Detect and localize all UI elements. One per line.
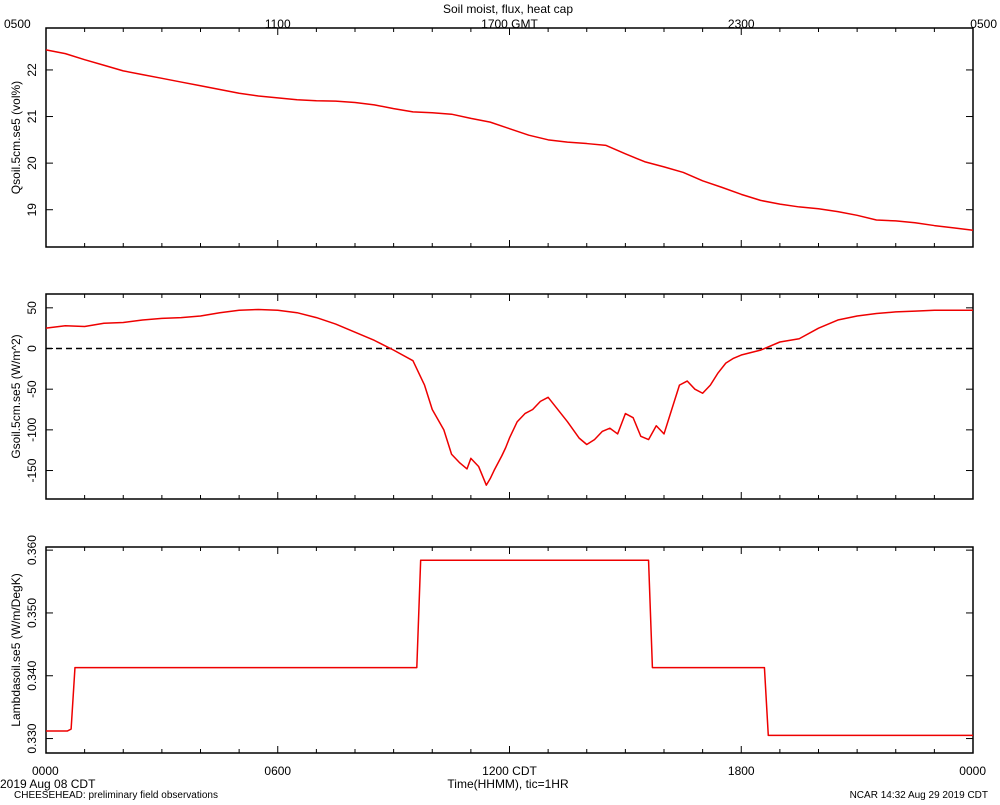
panel-frame bbox=[45, 546, 974, 754]
bottom-tick-label: 1800 bbox=[728, 764, 755, 778]
y-tick-label: -100 bbox=[25, 418, 39, 442]
bottom-axis-cdt: 0000 0600 1200 CDT 1800 0000 bbox=[32, 764, 986, 778]
y-tick-label: 19 bbox=[25, 203, 39, 217]
series-line bbox=[45, 49, 974, 231]
bottom-tick-label: 1200 CDT bbox=[482, 764, 537, 778]
series-line bbox=[45, 308, 973, 486]
bottom-tick-label: 0000 bbox=[959, 764, 986, 778]
y-tick-label: 0.330 bbox=[25, 723, 39, 753]
y-tick-label: 0 bbox=[25, 345, 39, 352]
y-tick-label: -50 bbox=[25, 380, 39, 398]
top-tick-label: 0500 bbox=[970, 17, 997, 31]
footer-credit: NCAR 14:32 Aug 29 2019 CDT bbox=[849, 790, 988, 801]
y-axis-label: Gsoil.5cm.se5 (W/m^2) bbox=[9, 334, 23, 458]
y-tick-label: -150 bbox=[25, 458, 39, 482]
y-tick-label: 21 bbox=[25, 110, 39, 124]
y-axis-label: Qsoil.5cm.se5 (vol%) bbox=[9, 81, 23, 194]
bottom-tick-label: 0600 bbox=[264, 764, 291, 778]
chart-title: Soil moist, flux, heat cap bbox=[443, 2, 573, 16]
y-axis-label: Lambdasoil.se5 (W/m/DegK) bbox=[9, 573, 23, 726]
bottom-tick-label: 0000 bbox=[32, 764, 59, 778]
top-axis-gmt: 0500 1100 1700 GMT 2300 0500 bbox=[4, 17, 997, 31]
y-tick-label: 0.360 bbox=[25, 535, 39, 565]
y-tick-label: 0.340 bbox=[25, 660, 39, 690]
footer-date: 2019 Aug 08 CDT bbox=[0, 777, 96, 791]
footer-project: CHEESEHEAD: preliminary field observatio… bbox=[14, 790, 218, 801]
y-tick-label: 20 bbox=[25, 156, 39, 170]
y-tick-label: 22 bbox=[25, 63, 39, 77]
y-tick-label: 0.350 bbox=[25, 598, 39, 628]
panel-frame bbox=[45, 293, 974, 500]
top-tick-label: 0500 bbox=[4, 17, 31, 31]
series-line bbox=[46, 559, 973, 737]
x-axis-label: Time(HHMM), tic=1HR bbox=[447, 777, 569, 791]
y-tick-label: 50 bbox=[25, 301, 39, 315]
panel-frame bbox=[45, 27, 974, 248]
